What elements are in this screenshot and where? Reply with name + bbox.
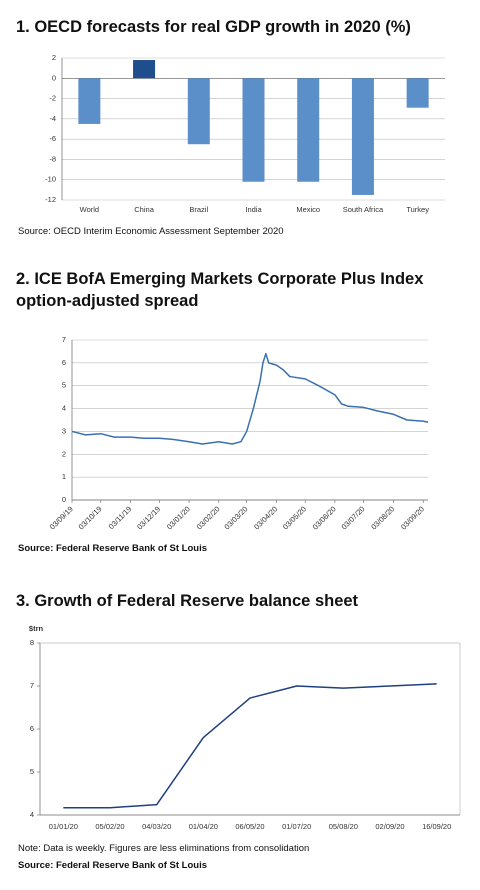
- y-tick-label: 2: [52, 53, 56, 62]
- x-tick-label: 03/05/20: [281, 504, 308, 531]
- x-tick-label: 03/03/20: [222, 504, 249, 531]
- y-tick-label: 5: [30, 767, 34, 776]
- line: [71, 352, 429, 445]
- y-tick-label: -6: [49, 134, 56, 143]
- x-tick-label: 03/12/19: [135, 504, 162, 531]
- y-tick-label: 0: [62, 495, 66, 504]
- bar: [351, 78, 374, 195]
- line: [63, 683, 437, 809]
- y-tick-label: 4: [62, 404, 66, 413]
- y-tick-label: 4: [30, 810, 34, 819]
- x-tick-label: Turkey: [406, 205, 429, 214]
- bar: [242, 78, 265, 182]
- x-tick-label: World: [80, 205, 99, 214]
- x-tick-label: 04/03/20: [142, 822, 171, 831]
- x-tick-label: Mexico: [296, 205, 320, 214]
- x-tick-label: India: [245, 205, 262, 214]
- x-tick-label: 05/08/20: [329, 822, 358, 831]
- source: Source: OECD Interim Economic Assessment…: [18, 226, 284, 237]
- y-tick-label: 6: [62, 358, 66, 367]
- x-tick-label: 03/06/20: [311, 504, 338, 531]
- bar: [297, 78, 320, 182]
- y-tick-label: -12: [45, 195, 56, 204]
- y-tick-label: 5: [62, 381, 66, 390]
- x-tick-label: 03/04/20: [252, 504, 279, 531]
- x-tick-label: South Africa: [343, 205, 384, 214]
- y-tick-label: 7: [62, 335, 66, 344]
- x-tick-label: 03/09/20: [399, 504, 426, 531]
- y-tick-label: 1: [62, 472, 66, 481]
- bar: [133, 60, 156, 79]
- y-tick-label: -8: [49, 154, 56, 163]
- y-tick-label: 7: [30, 681, 34, 690]
- x-tick-label: China: [134, 205, 154, 214]
- x-tick-label: 01/04/20: [189, 822, 218, 831]
- x-tick-label: 16/09/20: [422, 822, 451, 831]
- y-tick-label: 3: [62, 426, 66, 435]
- y-tick-label: -2: [49, 94, 56, 103]
- source: Source: Federal Reserve Bank of St Louis: [18, 860, 208, 871]
- y-tick-label: -4: [49, 114, 56, 123]
- x-tick-label: 03/07/20: [340, 504, 367, 531]
- y-tick-label: 6: [30, 724, 34, 733]
- bar: [187, 78, 210, 145]
- source: Source: Federal Reserve Bank of St Louis: [18, 543, 208, 554]
- chart-title: 1. OECD forecasts for real GDP growth in…: [16, 18, 411, 36]
- x-tick-label: 05/02/20: [95, 822, 124, 831]
- x-tick-label: 02/09/20: [375, 822, 404, 831]
- chart-title: 2. ICE BofA Emerging Markets Corporate P…: [16, 270, 424, 310]
- y-tick-label: 2: [62, 449, 66, 458]
- y-tick-label: 0: [52, 73, 56, 82]
- x-tick-label: 03/01/20: [165, 504, 192, 531]
- note: Note: Data is weekly. Figures are less e…: [18, 843, 310, 854]
- x-tick-label: 06/05/20: [235, 822, 264, 831]
- y-tick-label: -10: [45, 175, 56, 184]
- x-tick-label: 03/02/20: [195, 504, 222, 531]
- x-tick-label: 01/07/20: [282, 822, 311, 831]
- bar: [406, 78, 429, 108]
- x-tick-label: 03/09/19: [48, 504, 75, 531]
- chart-title: 3. Growth of Federal Reserve balance she…: [16, 592, 359, 610]
- x-tick-label: 03/10/19: [77, 504, 104, 531]
- x-tick-label: 03/08/20: [369, 504, 396, 531]
- bar: [78, 78, 101, 124]
- x-tick-label: 03/11/19: [107, 504, 134, 531]
- x-tick-label: 01/01/20: [49, 822, 78, 831]
- y-tick-label: 8: [30, 638, 34, 647]
- y-axis-label: $trn: [29, 624, 44, 633]
- x-tick-label: Brazil: [189, 205, 208, 214]
